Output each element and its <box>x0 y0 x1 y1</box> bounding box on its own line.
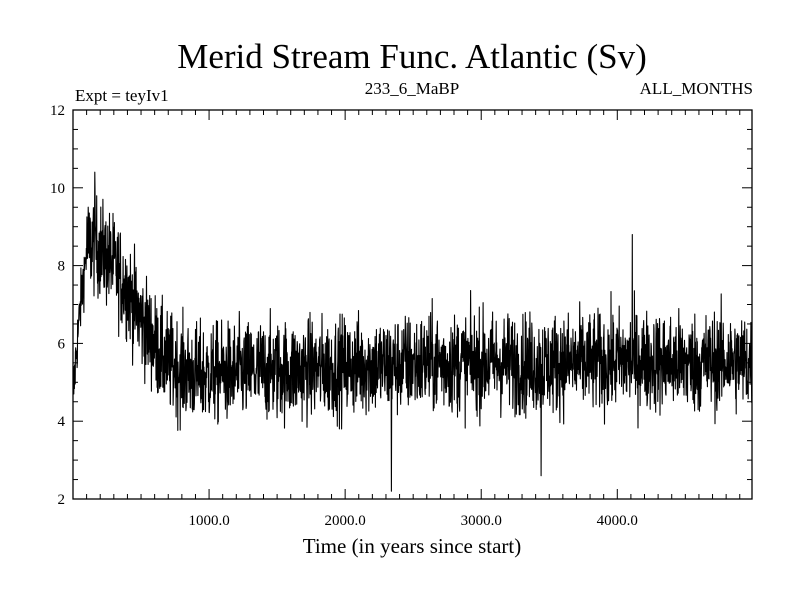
x-tick-label: 1000.0 <box>188 513 229 529</box>
chart-title: Merid Stream Func. Atlantic (Sv) <box>177 37 647 76</box>
y-tick-label: 6 <box>58 336 66 352</box>
period-label: 233_6_MaBP <box>365 79 459 98</box>
series-line <box>72 171 753 492</box>
y-tick-label: 2 <box>58 492 66 508</box>
x-tick-label: 4000.0 <box>597 513 638 529</box>
plot-frame <box>72 109 753 500</box>
x-tick-label: 3000.0 <box>461 513 502 529</box>
months-label: ALL_MONTHS <box>640 79 753 98</box>
x-tick-label: 2000.0 <box>325 513 366 529</box>
x-axis-label: Time (in years since start) <box>303 534 522 558</box>
series-layer <box>72 171 753 492</box>
experiment-label: Expt = teyIv1 <box>75 86 169 105</box>
y-tick-label: 12 <box>50 103 65 119</box>
y-tick-label: 10 <box>50 181 65 197</box>
y-tick-label: 4 <box>58 414 66 430</box>
axis-layer: 1000.0 2000.0 3000.0 4000.0 2 4 6 8 10 12 <box>50 103 752 529</box>
y-tick-label: 8 <box>58 259 66 275</box>
